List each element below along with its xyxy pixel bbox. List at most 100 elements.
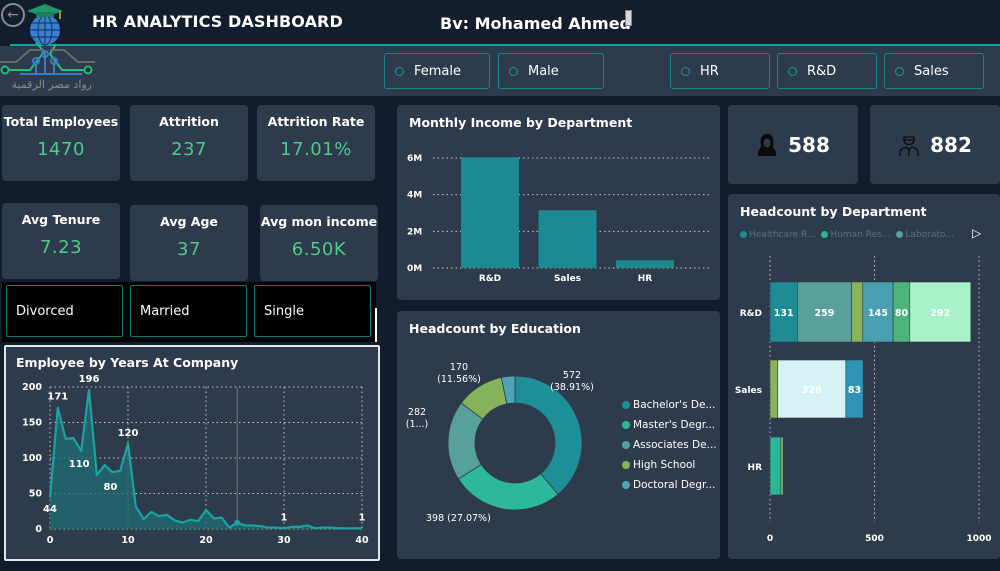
chart-headcount-department: Headcount by Department 0 500 1000 R&D 131 25… bbox=[728, 194, 1000, 559]
kpi-total-employees: Total Employees 1470 bbox=[2, 105, 120, 181]
data-label: 259 bbox=[815, 308, 835, 319]
chart-years-at-company: Employee by Years At Company 0 50 100 150 20… bbox=[4, 345, 380, 561]
kpi-label: Attrition bbox=[159, 114, 219, 129]
bar-segment bbox=[909, 281, 972, 343]
bar-rd bbox=[461, 157, 519, 268]
y-tick-label: 100 bbox=[22, 453, 42, 464]
slicer-label: Single bbox=[264, 303, 304, 319]
slicer-marital-divorced[interactable]: Divorced bbox=[6, 285, 123, 337]
legend-label: Associates De... bbox=[633, 439, 717, 451]
slicer-dept-sales[interactable]: Sales bbox=[884, 53, 984, 89]
x-tick-label: 1000 bbox=[966, 534, 991, 544]
data-label: 80 bbox=[103, 482, 117, 493]
radio-icon bbox=[395, 66, 404, 76]
slicer-gender-female[interactable]: Female bbox=[384, 53, 490, 89]
slicer-edge bbox=[375, 308, 377, 342]
radio-icon bbox=[788, 66, 797, 76]
slicer-dept-hr[interactable]: HR bbox=[670, 53, 770, 89]
legend-item[interactable]: High School bbox=[622, 459, 695, 471]
slicer-marital-married[interactable]: Married bbox=[130, 285, 247, 337]
legend-item[interactable]: Associates De... bbox=[622, 439, 717, 451]
kpi-label: Avg Tenure bbox=[21, 212, 101, 227]
legend-label: Human Res... bbox=[830, 230, 891, 240]
kpi-value: 237 bbox=[171, 139, 207, 160]
chart-headcount-education: Headcount by Education 572 (38.91%) 398 (2… bbox=[397, 311, 720, 559]
kpi-label: Total Employees bbox=[3, 114, 119, 129]
x-tick-label: 0 bbox=[767, 534, 773, 544]
male-count: 882 bbox=[930, 132, 972, 157]
x-tick-label: 40 bbox=[355, 535, 369, 546]
slicer-label: Sales bbox=[914, 63, 949, 79]
data-label: 196 bbox=[79, 374, 100, 385]
y-tick-label: 150 bbox=[22, 418, 42, 429]
legend-item[interactable]: Laborato... bbox=[896, 230, 954, 240]
kpi-value: 1470 bbox=[37, 139, 85, 160]
bar-segment bbox=[777, 359, 847, 419]
y-tick-label: 200 bbox=[22, 382, 42, 393]
data-label: 282 bbox=[408, 407, 426, 418]
data-label: 170 bbox=[450, 362, 468, 373]
donut-slice bbox=[500, 375, 516, 405]
y-tick-label: 2M bbox=[407, 227, 422, 237]
legend-item[interactable]: Doctoral Degr... bbox=[622, 479, 715, 491]
data-label: 1 bbox=[359, 512, 366, 523]
legend-dot-icon bbox=[740, 231, 747, 238]
bar-segment bbox=[769, 359, 779, 419]
slicer-gender-male[interactable]: Male bbox=[498, 53, 604, 89]
female-hijab-icon bbox=[758, 133, 777, 156]
slicer-marital-single[interactable]: Single bbox=[254, 285, 371, 337]
bar-sales bbox=[538, 210, 597, 268]
data-label: 83 bbox=[848, 385, 861, 396]
y-tick-label: 6M bbox=[407, 154, 422, 164]
data-label: 326 bbox=[802, 385, 822, 396]
legend-next-button[interactable]: ▷ bbox=[972, 226, 981, 240]
data-label: (11.56%) bbox=[437, 374, 481, 385]
legend-label: Healthcare R... bbox=[749, 230, 816, 240]
slicer-label: Male bbox=[528, 63, 559, 79]
x-tick-label: 30 bbox=[277, 535, 291, 546]
legend-item[interactable]: Healthcare R... bbox=[740, 230, 815, 240]
kpi-avg-tenure: Avg Tenure 7.23 bbox=[2, 203, 120, 279]
data-label: 171 bbox=[47, 392, 68, 403]
back-button[interactable]: ← bbox=[1, 3, 25, 27]
logo bbox=[0, 2, 95, 92]
y-tick-label: 0M bbox=[407, 264, 422, 274]
legend-item[interactable]: Master's Degr... bbox=[622, 419, 715, 431]
graduation-globe-logo-icon bbox=[0, 4, 95, 75]
chart-monthly-income: Monthly Income by Department 0M 2M 4M 6M R&D… bbox=[397, 105, 720, 300]
radio-icon bbox=[509, 66, 518, 76]
kpi-value: 6.50K bbox=[291, 239, 347, 260]
legend-label: Master's Degr... bbox=[633, 419, 716, 431]
data-label: (38.91%) bbox=[550, 382, 594, 393]
female-count: 588 bbox=[788, 132, 830, 157]
legend-dot-icon bbox=[622, 441, 630, 449]
header-divider bbox=[10, 44, 1000, 46]
legend-dot-icon bbox=[896, 231, 904, 238]
male-count-card: 882 bbox=[870, 105, 1000, 184]
slicer-label: Female bbox=[414, 63, 462, 79]
data-label: 398 (27.07%) bbox=[426, 513, 491, 524]
kpi-avg-monthly-income: Avg mon income 6.50K bbox=[260, 205, 378, 281]
male-employee-icon bbox=[899, 135, 919, 156]
legend-item[interactable]: Bachelor's De... bbox=[622, 399, 715, 411]
legend-label: Bachelor's De... bbox=[633, 399, 716, 411]
kpi-value: 7.23 bbox=[39, 237, 83, 258]
monthly-income-plot: 0M 2M 4M 6M R&D Sales HR bbox=[407, 154, 711, 284]
data-label: 110 bbox=[69, 459, 90, 470]
slicer-label: HR bbox=[700, 63, 719, 79]
slicer-label: Divorced bbox=[16, 303, 74, 319]
legend-label: Doctoral Degr... bbox=[633, 479, 716, 491]
data-label: 572 bbox=[563, 370, 581, 381]
kpi-label: Avg mon income bbox=[260, 214, 378, 229]
series-line bbox=[48, 388, 362, 530]
legend-dot-icon bbox=[622, 481, 630, 489]
legend-item[interactable]: Human Res... bbox=[821, 230, 890, 240]
kpi-value: 17.01% bbox=[280, 139, 352, 160]
bar-segment bbox=[769, 436, 782, 496]
kpi-label: Avg Age bbox=[160, 214, 218, 229]
data-label: 80 bbox=[895, 308, 909, 319]
donut-slice bbox=[514, 375, 583, 495]
headcount-department-plot: 0 500 1000 R&D 131 259 145 80 292 Sales 326 83 HR bbox=[735, 256, 992, 544]
legend-label: High School bbox=[633, 459, 696, 471]
slicer-dept-rd[interactable]: R&D bbox=[777, 53, 877, 89]
